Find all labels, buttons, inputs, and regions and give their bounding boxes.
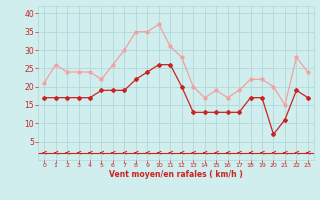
X-axis label: Vent moyen/en rafales ( km/h ): Vent moyen/en rafales ( km/h ) bbox=[109, 170, 243, 179]
